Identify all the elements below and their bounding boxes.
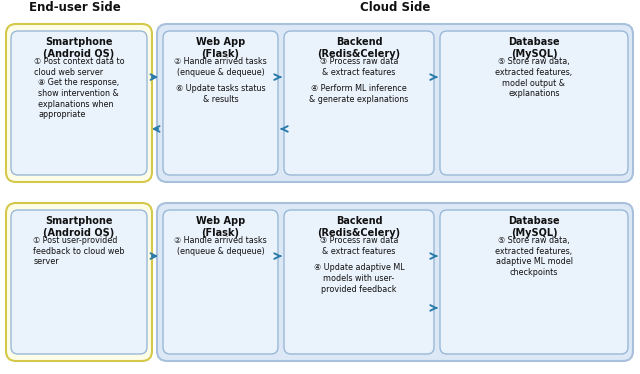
Text: ② Handle arrived tasks
(enqueue & dequeue): ② Handle arrived tasks (enqueue & dequeu… [174, 57, 267, 77]
Text: Database
(MySQL): Database (MySQL) [508, 37, 560, 59]
Text: Cloud Side: Cloud Side [360, 0, 430, 13]
FancyBboxPatch shape [163, 31, 278, 175]
Text: ⑧ Get the response,
show intervention &
explanations when
appropriate: ⑧ Get the response, show intervention & … [38, 78, 120, 119]
Text: ⑤ Store raw data,
extracted features,
adaptive ML model
checkpoints: ⑤ Store raw data, extracted features, ad… [495, 236, 573, 277]
Text: ③ Process raw data
& extract features: ③ Process raw data & extract features [320, 57, 398, 77]
Text: Web App
(Flask): Web App (Flask) [196, 37, 245, 59]
Text: Smartphone
(Android OS): Smartphone (Android OS) [44, 216, 115, 238]
Text: Backend
(Redis&Celery): Backend (Redis&Celery) [317, 216, 401, 238]
Text: ④ Perform ML inference
& generate explanations: ④ Perform ML inference & generate explan… [309, 84, 409, 104]
Text: Web App
(Flask): Web App (Flask) [196, 216, 245, 238]
Text: ⑥ Update tasks status
& results: ⑥ Update tasks status & results [176, 84, 266, 104]
FancyBboxPatch shape [11, 210, 147, 354]
Text: Backend
(Redis&Celery): Backend (Redis&Celery) [317, 37, 401, 59]
Text: Database
(MySQL): Database (MySQL) [508, 216, 560, 238]
Text: End-user Side: End-user Side [29, 0, 121, 13]
Text: ⑤ Store raw data,
extracted features,
model output &
explanations: ⑤ Store raw data, extracted features, mo… [495, 57, 573, 98]
FancyBboxPatch shape [284, 210, 434, 354]
FancyBboxPatch shape [157, 24, 633, 182]
FancyBboxPatch shape [440, 31, 628, 175]
Text: ④ Update adaptive ML
models with user-
provided feedback: ④ Update adaptive ML models with user- p… [314, 263, 404, 294]
Text: ① Post user-provided
feedback to cloud web
server: ① Post user-provided feedback to cloud w… [33, 236, 125, 267]
FancyBboxPatch shape [440, 210, 628, 354]
FancyBboxPatch shape [284, 31, 434, 175]
Text: ③ Process raw data
& extract features: ③ Process raw data & extract features [320, 236, 398, 256]
FancyBboxPatch shape [6, 203, 152, 361]
Text: Smartphone
(Android OS): Smartphone (Android OS) [44, 37, 115, 59]
FancyBboxPatch shape [6, 24, 152, 182]
FancyBboxPatch shape [163, 210, 278, 354]
FancyBboxPatch shape [11, 31, 147, 175]
FancyBboxPatch shape [157, 203, 633, 361]
Text: ① Post context data to
cloud web server: ① Post context data to cloud web server [34, 57, 124, 77]
Text: ② Handle arrived tasks
(enqueue & dequeue): ② Handle arrived tasks (enqueue & dequeu… [174, 236, 267, 256]
